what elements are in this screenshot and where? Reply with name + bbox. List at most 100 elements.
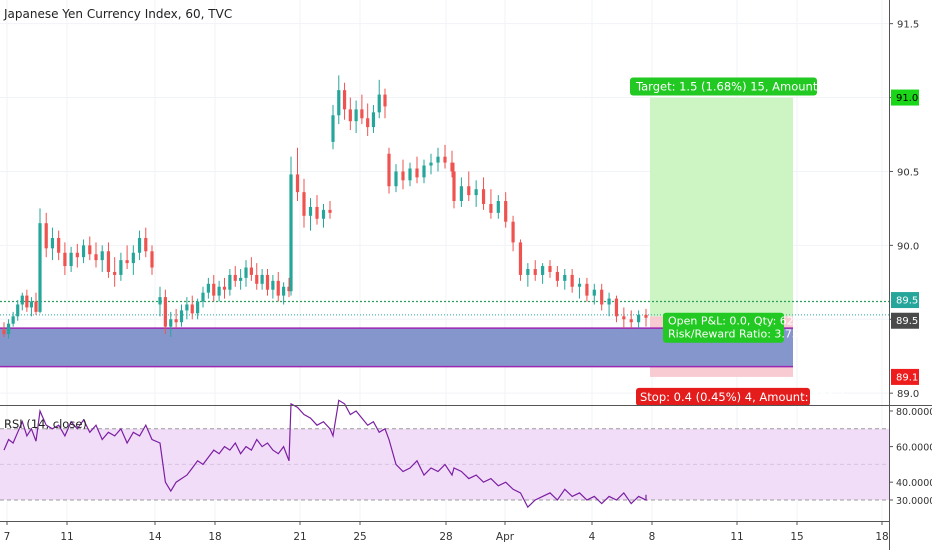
time-tick-label: 8 — [649, 531, 656, 543]
candle-body — [94, 254, 98, 261]
stop-label[interactable]: Stop: 0.4 (0.45%) 4, Amount: 750.4 — [636, 387, 845, 406]
candle-body — [169, 319, 173, 327]
chart-title[interactable]: Japanese Yen Currency Index, 60, TVC — [3, 7, 232, 21]
candle-body — [131, 252, 135, 264]
candle-body — [150, 251, 154, 268]
candle-body — [607, 298, 611, 305]
time-tick-label: 15 — [790, 531, 803, 543]
candle-body — [450, 162, 454, 172]
candle-body — [548, 266, 552, 272]
candle-body — [233, 274, 237, 281]
candle-body — [106, 251, 111, 272]
candle-body — [360, 109, 364, 119]
candle-body — [526, 269, 530, 275]
candle-body — [295, 174, 300, 193]
candle-body — [555, 271, 559, 281]
target-zone[interactable] — [650, 97, 793, 317]
current-price-badge-text: 89.5 — [896, 296, 918, 307]
candle-body — [69, 252, 73, 267]
candle-body — [629, 319, 633, 323]
candle-body — [57, 237, 61, 253]
candle-body — [287, 286, 291, 292]
candle-body — [20, 295, 24, 305]
candle-body — [222, 286, 227, 290]
candle-body — [144, 237, 148, 252]
candle-body — [119, 260, 123, 275]
candle-body — [331, 115, 335, 142]
entry-price-badge-text: 89.5 — [896, 316, 918, 327]
candle-body — [2, 329, 6, 335]
target-price-badge-text: 91.0 — [896, 93, 918, 104]
candle-body — [75, 252, 79, 258]
candle-body — [271, 280, 275, 290]
candle-body — [255, 274, 259, 284]
candle-body — [511, 221, 515, 243]
rsi-title[interactable]: RSI (14, close) — [4, 417, 87, 431]
rsi-tick-label: 80.0000 — [896, 407, 932, 418]
candle-body — [190, 304, 194, 314]
candle-body — [452, 171, 456, 202]
rsi-axis[interactable]: 80.0000 60.0000 40.0000 30.0000 — [889, 407, 932, 507]
time-axis[interactable]: 7 11 14 18 21 25 28 Apr 4 8 11 15 18 — [4, 521, 889, 543]
candle-body — [217, 286, 221, 296]
candle-body — [201, 292, 205, 302]
time-tick-label: 28 — [439, 531, 452, 543]
time-tick-label: 14 — [148, 531, 162, 543]
candle-body — [137, 237, 142, 253]
candle-body — [25, 295, 29, 308]
price-tick-label: 89.0 — [897, 389, 919, 400]
candle-body — [6, 323, 11, 335]
target-label-background — [630, 77, 817, 96]
candle-body — [415, 168, 419, 178]
time-tick-label: 18 — [875, 531, 888, 543]
candle-body — [481, 189, 486, 204]
target-label-text: Target: 1.5 (1.68%) 15, Amount: 1936 — [635, 80, 854, 94]
stop-price-badge-text: 89.1 — [896, 372, 918, 383]
candle-body — [249, 267, 253, 275]
time-tick-label: 18 — [208, 531, 221, 543]
candle-body — [354, 109, 358, 122]
rsi-tick-label: 40.0000 — [896, 478, 932, 489]
candle-body — [260, 274, 264, 284]
price-tick-label: 90.0 — [897, 241, 919, 252]
candle-body — [592, 289, 596, 296]
candle-body — [348, 109, 352, 122]
candle-body — [489, 203, 493, 213]
candle-body — [308, 206, 313, 216]
target-label[interactable]: Target: 1.5 (1.68%) 15, Amount: 1936 — [630, 77, 854, 96]
candle-body — [239, 277, 243, 281]
candle-body — [577, 283, 582, 287]
open-pnl-text: Open P&L: 0.0, Qty: 624 — [668, 315, 801, 328]
target-price-badge-background — [891, 89, 919, 106]
candle-body — [321, 209, 326, 219]
candle-body — [467, 186, 471, 196]
candle-body — [394, 171, 398, 187]
current-price-badge-background — [891, 292, 919, 309]
time-tick-label: 11 — [60, 531, 73, 543]
entry-price-badge: 89.5 — [891, 312, 919, 329]
support-zone[interactable] — [0, 328, 793, 367]
target-price-badge: 91.0 — [891, 89, 919, 106]
pnl-box[interactable]: Open P&L: 0.0, Qty: 624 Risk/Reward Rati… — [663, 312, 801, 343]
candle-body — [570, 274, 574, 287]
candle-body — [11, 316, 15, 324]
candle-body — [265, 274, 270, 290]
candle-body — [38, 223, 42, 312]
candle-body — [401, 171, 405, 181]
candle-body — [206, 283, 210, 293]
stop-price-badge-background — [891, 368, 919, 385]
entry-price-badge-background — [891, 312, 919, 329]
time-tick-label: 25 — [353, 531, 366, 543]
candle-body — [276, 280, 280, 296]
candle-body — [614, 298, 619, 317]
candle-body — [163, 297, 167, 327]
candle-body — [422, 165, 426, 178]
candle-body — [228, 274, 232, 290]
candle-body — [88, 245, 92, 255]
candle-body — [44, 223, 48, 249]
candle-body — [377, 94, 381, 113]
current-price-badge: 89.5 — [891, 292, 919, 309]
rsi-tick-label: 60.0000 — [896, 443, 932, 454]
